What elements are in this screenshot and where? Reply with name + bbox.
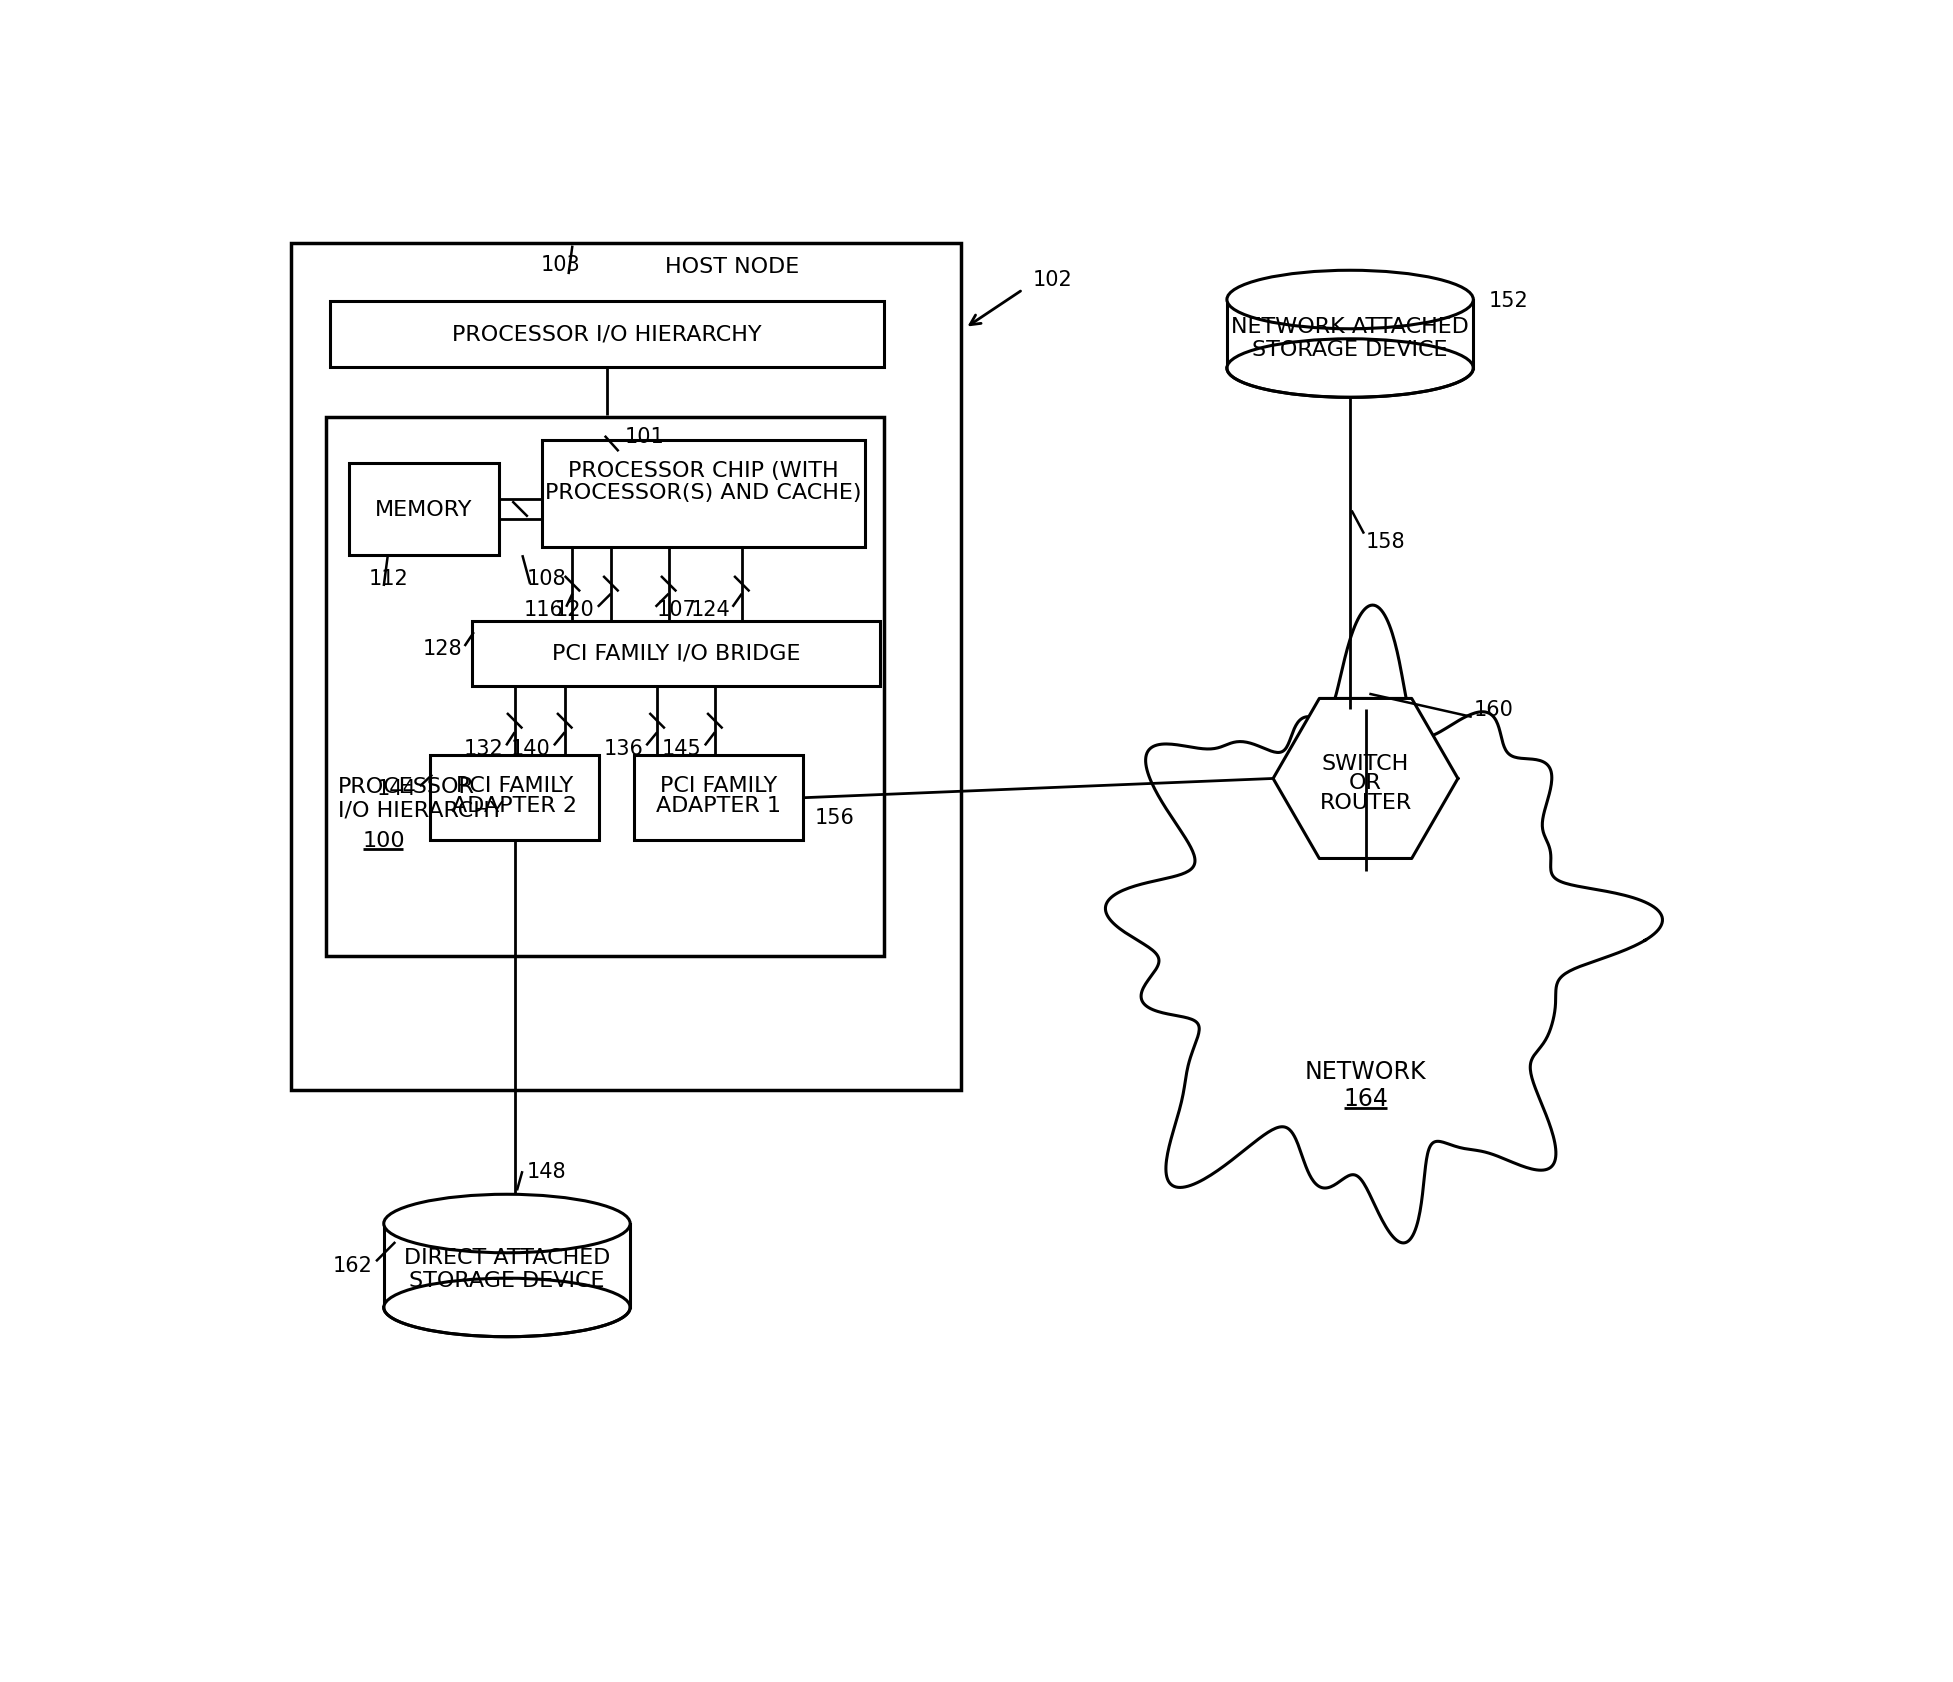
Text: 102: 102 <box>1033 271 1072 291</box>
Text: 145: 145 <box>662 738 701 759</box>
Bar <box>1226 301 1473 368</box>
Text: 148: 148 <box>525 1162 566 1181</box>
Bar <box>350 464 500 555</box>
Text: 152: 152 <box>1488 291 1529 311</box>
Text: DIRECT ATTACHED: DIRECT ATTACHED <box>404 1248 609 1268</box>
Bar <box>383 1224 631 1307</box>
Text: 120: 120 <box>555 600 594 619</box>
Text: SWITCH: SWITCH <box>1322 754 1410 774</box>
Text: ROUTER: ROUTER <box>1320 792 1412 812</box>
Polygon shape <box>1105 606 1662 1243</box>
Text: PROCESSOR CHIP (WITH: PROCESSOR CHIP (WITH <box>568 461 838 481</box>
Bar <box>430 755 600 841</box>
Text: ADAPTER 2: ADAPTER 2 <box>453 796 578 816</box>
Text: 136: 136 <box>603 738 643 759</box>
Ellipse shape <box>1226 340 1473 399</box>
Ellipse shape <box>1226 340 1473 399</box>
Text: 144: 144 <box>377 779 416 799</box>
Text: 132: 132 <box>463 738 504 759</box>
Text: I/O HIERARCHY: I/O HIERARCHY <box>338 799 504 819</box>
Ellipse shape <box>383 1278 631 1337</box>
Text: PCI FAMILY I/O BRIDGE: PCI FAMILY I/O BRIDGE <box>553 644 801 664</box>
Text: 162: 162 <box>332 1255 373 1275</box>
Text: 108: 108 <box>525 569 566 589</box>
Text: STORAGE DEVICE: STORAGE DEVICE <box>1252 340 1447 360</box>
Text: PCI FAMILY: PCI FAMILY <box>660 775 777 796</box>
Text: 140: 140 <box>512 738 551 759</box>
Text: STORAGE DEVICE: STORAGE DEVICE <box>410 1270 605 1290</box>
Bar <box>635 755 803 841</box>
Polygon shape <box>1273 700 1457 860</box>
Text: PCI FAMILY: PCI FAMILY <box>457 775 574 796</box>
Text: 112: 112 <box>369 569 408 589</box>
Text: PROCESSOR: PROCESSOR <box>338 777 475 797</box>
Text: HOST NODE: HOST NODE <box>664 257 799 278</box>
Bar <box>473 621 881 686</box>
Text: 101: 101 <box>625 427 664 446</box>
Text: 107: 107 <box>656 600 697 619</box>
Text: OR: OR <box>1350 772 1383 792</box>
Text: MEMORY: MEMORY <box>375 500 473 520</box>
Text: 128: 128 <box>422 637 463 658</box>
Bar <box>541 441 865 548</box>
Ellipse shape <box>383 1278 631 1337</box>
Text: 116: 116 <box>523 600 562 619</box>
Text: 100: 100 <box>363 831 406 851</box>
Text: ADAPTER 1: ADAPTER 1 <box>656 796 781 816</box>
Text: NETWORK ATTACHED: NETWORK ATTACHED <box>1230 316 1469 336</box>
Text: 124: 124 <box>691 600 730 619</box>
Text: PROCESSOR(S) AND CACHE): PROCESSOR(S) AND CACHE) <box>545 483 861 503</box>
Bar <box>326 417 885 955</box>
Text: 158: 158 <box>1365 532 1404 552</box>
Text: PROCESSOR I/O HIERARCHY: PROCESSOR I/O HIERARCHY <box>453 325 762 345</box>
Text: 103: 103 <box>541 256 580 274</box>
Ellipse shape <box>1226 271 1473 330</box>
Ellipse shape <box>383 1194 631 1253</box>
Bar <box>291 244 961 1090</box>
Bar <box>330 301 885 367</box>
Text: NETWORK: NETWORK <box>1305 1060 1426 1083</box>
Text: 156: 156 <box>814 807 855 828</box>
Text: 160: 160 <box>1473 700 1514 720</box>
Text: 164: 164 <box>1344 1087 1389 1110</box>
